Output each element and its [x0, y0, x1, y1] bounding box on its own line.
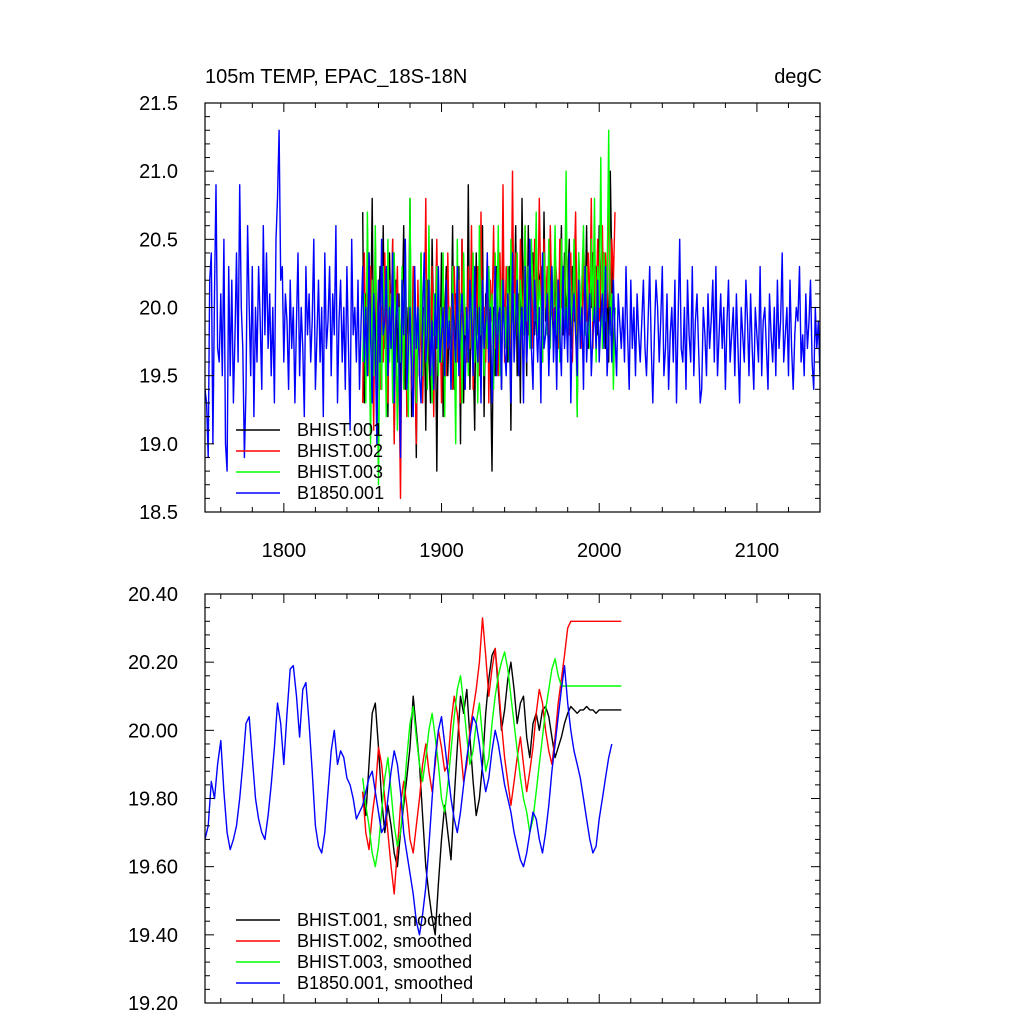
bottom-ytick-label: 20.00	[128, 720, 178, 742]
top-xtick-label: 2000	[577, 540, 622, 562]
top-legend-label: BHIST.001	[297, 420, 383, 440]
bottom-ytick-label: 19.60	[128, 857, 178, 879]
bottom-series-layer	[205, 617, 622, 936]
top-xtick-label: 1800	[262, 540, 307, 562]
top-title-right: degC	[774, 66, 822, 88]
bottom-series-line-4	[205, 664, 613, 936]
bottom-ytick-label: 20.40	[128, 584, 178, 606]
top-ytick-label: 19.5	[139, 366, 178, 388]
top-axes-layer: 18.5 19.0 19.5 20.0 20.5 21.0 21.5 1800 1900 2000…	[139, 93, 821, 562]
top-ytick-label: 20.0	[139, 298, 178, 320]
bottom-axes-layer: 19.20 19.40 19.60 19.80 20.00 20.20 20.40	[128, 584, 821, 1015]
top-ytick-label: 18.5	[139, 502, 178, 524]
top-legend-label: B1850.001	[297, 483, 384, 503]
top-xtick-label: 2100	[735, 540, 780, 562]
top-ytick-label: 21.5	[139, 93, 178, 115]
bottom-ytick-label: 19.40	[128, 925, 178, 947]
bottom-series-line-3	[362, 651, 622, 868]
bottom-ytick-label: 19.20	[128, 993, 178, 1015]
bottom-legend-label: BHIST.001, smoothed	[297, 910, 472, 930]
top-ytick-label: 21.0	[139, 161, 178, 183]
top-panel: 105m TEMP, EPAC_18S-18N degC 18.5 19.0 19.…	[139, 66, 822, 562]
top-xtick-label: 1900	[419, 540, 464, 562]
bottom-ytick-label: 19.80	[128, 789, 178, 811]
top-ytick-label: 19.0	[139, 434, 178, 456]
bottom-panel: 19.20 19.40 19.60 19.80 20.00 20.20 20.40 BHIS…	[128, 584, 821, 1015]
bottom-series-line-2	[362, 617, 622, 895]
bottom-series-line-1	[362, 647, 622, 936]
top-series-layer	[205, 129, 820, 500]
top-title-left: 105m TEMP, EPAC_18S-18N	[205, 66, 467, 88]
bottom-legend-label: BHIST.002, smoothed	[297, 931, 472, 951]
bottom-ytick-label: 20.20	[128, 652, 178, 674]
top-legend-label: BHIST.003	[297, 462, 383, 482]
top-legend-label: BHIST.002	[297, 441, 383, 461]
top-series-line-4	[205, 129, 820, 472]
top-ytick-label: 20.5	[139, 229, 178, 251]
bottom-legend-label: BHIST.003, smoothed	[297, 952, 472, 972]
bottom-legend-label: B1850.001, smoothed	[297, 973, 473, 993]
